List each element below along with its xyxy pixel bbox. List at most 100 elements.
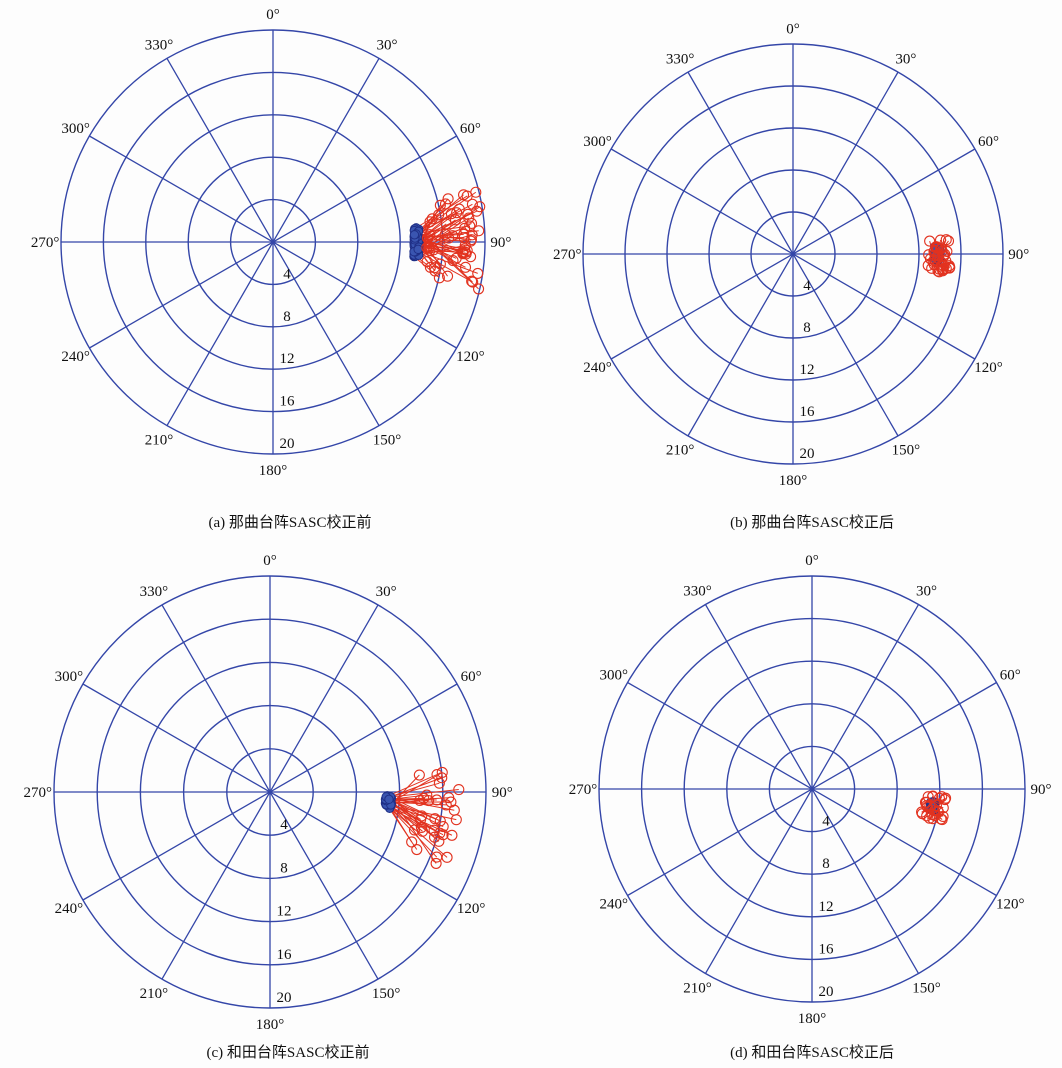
radius-tick-label: 4 (822, 814, 830, 830)
after-point (935, 242, 947, 254)
after-point (465, 235, 477, 247)
radius-tick-label: 8 (822, 856, 830, 872)
angle-tick-label: 0° (266, 7, 280, 23)
after-point (940, 234, 952, 246)
after-point (458, 232, 470, 244)
angle-tick-label: 120° (996, 896, 1024, 912)
after-point (459, 243, 471, 255)
after-point (423, 795, 435, 807)
angle-tick-label: 120° (974, 360, 1003, 376)
after-point (459, 239, 471, 251)
after-point (466, 229, 478, 241)
after-point (936, 791, 948, 803)
radius-tick-label: 20 (280, 436, 295, 452)
angle-tick-label: 210° (145, 432, 174, 448)
radius-tick-label: 12 (819, 899, 834, 915)
end-points (406, 766, 465, 869)
angle-tick-label: 180° (256, 1017, 285, 1033)
angle-tick-label: 150° (912, 980, 941, 996)
after-point (932, 242, 944, 254)
after-point (474, 201, 486, 213)
radius-tick-label: 4 (280, 817, 288, 833)
after-point (437, 829, 449, 841)
after-point (449, 214, 462, 226)
angle-tick-label: 240° (61, 349, 90, 365)
after-point (439, 198, 452, 210)
angle-tick-label: 30° (895, 51, 916, 67)
angle-tick-label: 30° (376, 38, 397, 54)
radius-tick-label: 12 (800, 362, 815, 378)
start-points (409, 223, 424, 262)
after-point (415, 821, 427, 834)
after-point (453, 783, 465, 796)
after-point (421, 789, 433, 801)
after-point (923, 812, 936, 824)
angle-tick-label: 90° (490, 235, 511, 251)
angle-tick-label: 30° (376, 584, 397, 600)
after-point (466, 198, 478, 210)
after-point (434, 258, 446, 270)
polar-plot-c: 0° 30° 60° 90° 120° 150° 180° 210° 240° 270° 300° 3… (24, 553, 513, 1033)
after-point (927, 791, 939, 803)
angle-tick-label: 60° (1000, 668, 1021, 684)
link-line (386, 804, 448, 858)
after-point (433, 777, 445, 789)
after-point (428, 824, 440, 836)
angle-tick-label: 0° (263, 553, 277, 569)
angle-tick-label: 300° (583, 134, 612, 150)
after-point (411, 843, 423, 856)
after-point (443, 792, 455, 804)
angle-tick-label: 270° (553, 247, 582, 263)
after-point (465, 217, 478, 229)
angle-tick-label: 150° (372, 986, 401, 1002)
after-point (428, 244, 440, 256)
before-point (384, 794, 394, 805)
after-point (928, 246, 940, 258)
after-point (413, 769, 425, 781)
end-points (421, 186, 486, 295)
after-point (429, 813, 441, 825)
after-point (440, 799, 452, 811)
radius-tick-label: 20 (819, 984, 834, 1000)
radius-tick-label: 16 (800, 404, 816, 420)
caption-b: (b) 那曲台阵SASC校正后 (730, 515, 894, 531)
after-point (421, 242, 433, 254)
angle-tick-label: 120° (457, 901, 486, 917)
after-point (473, 283, 485, 295)
after-point (446, 829, 458, 841)
end-points (922, 234, 956, 278)
after-point (429, 265, 441, 277)
radius-tick-label: 8 (280, 860, 288, 876)
angle-tick-label: 30° (916, 584, 937, 600)
angle-tick-label: 300° (61, 121, 90, 137)
angle-tick-label: 0° (805, 553, 819, 569)
grid-spoke (166, 58, 380, 426)
after-point (426, 213, 438, 225)
after-point (934, 234, 947, 246)
angle-tick-label: 330° (683, 584, 712, 600)
link-line (385, 774, 438, 798)
radius-tick-label: 8 (283, 309, 291, 325)
radius-tick-label: 12 (280, 351, 295, 367)
after-point (926, 262, 938, 274)
angle-tick-label: 330° (666, 51, 695, 67)
after-point (929, 254, 941, 266)
after-point (418, 792, 430, 804)
after-point (473, 225, 485, 237)
after-point (436, 766, 448, 779)
after-point (441, 851, 453, 863)
after-point (451, 207, 463, 219)
after-point (424, 216, 436, 228)
after-point (434, 199, 446, 211)
link-line (388, 806, 413, 843)
after-point (933, 792, 945, 804)
angle-tick-label: 300° (599, 668, 628, 684)
angle-tick-label: 180° (779, 473, 808, 489)
grid-spoke (161, 604, 379, 980)
angle-tick-label: 180° (798, 1011, 827, 1027)
after-point (924, 235, 936, 247)
after-point (428, 831, 441, 843)
after-point (442, 270, 454, 282)
after-point (431, 851, 443, 863)
